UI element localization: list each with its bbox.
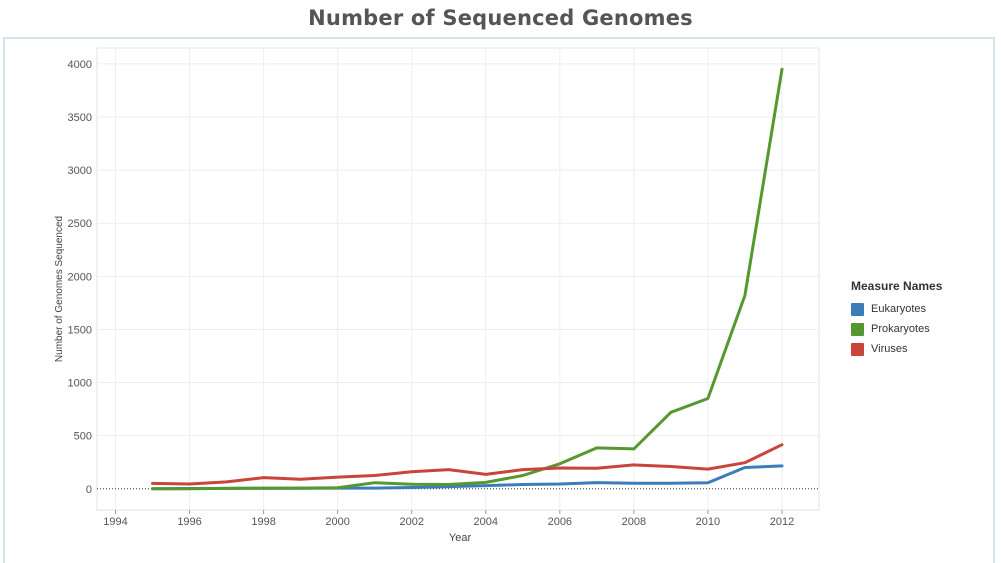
y-tick-label: 2000 xyxy=(68,271,92,283)
x-tick-label: 1998 xyxy=(251,516,275,528)
y-tick-label: 1500 xyxy=(68,324,92,336)
y-tick-label: 1000 xyxy=(68,378,92,390)
legend-item-viruses[interactable]: Viruses xyxy=(851,339,991,359)
series-line-prokaryotes xyxy=(151,67,784,491)
y-tick-label: 3000 xyxy=(68,165,92,177)
legend-label: Eukaryotes xyxy=(871,303,927,315)
x-tick-label: 2000 xyxy=(325,516,349,528)
legend-item-eukaryotes[interactable]: Eukaryotes xyxy=(851,299,991,319)
y-tick-label: 4000 xyxy=(68,59,92,71)
x-tick-label: 2010 xyxy=(696,516,720,528)
x-tick-label: 1996 xyxy=(177,516,201,528)
legend-swatch xyxy=(851,342,864,356)
x-tick-label: 2006 xyxy=(548,516,572,528)
x-tick-label: 2008 xyxy=(622,516,646,528)
plot-area xyxy=(96,47,820,511)
legend-swatch xyxy=(851,302,864,316)
legend-label: Viruses xyxy=(871,343,908,355)
chart-title: Number of Sequenced Genomes xyxy=(308,6,693,30)
x-tick-label: 2004 xyxy=(474,516,498,528)
x-axis-title: Year xyxy=(449,532,472,544)
chart-panel xyxy=(3,37,995,563)
y-tick-label: 2500 xyxy=(68,218,92,230)
y-tick-label: 500 xyxy=(74,431,92,443)
x-tick-label: 1994 xyxy=(103,516,127,528)
legend: Measure Names Eukaryotes Prokaryotes Virus… xyxy=(851,279,991,359)
y-tick-label: 3500 xyxy=(68,112,92,124)
legend-swatch xyxy=(851,322,864,336)
series-line-viruses xyxy=(151,443,784,486)
y-axis-title: Number of Genomes Sequenced xyxy=(54,216,65,362)
legend-title: Measure Names xyxy=(851,279,943,293)
legend-label: Prokaryotes xyxy=(871,323,930,335)
x-tick-label: 2012 xyxy=(770,516,794,528)
y-tick-label: 0 xyxy=(86,484,92,496)
series-line-eukaryotes xyxy=(151,464,784,491)
legend-item-prokaryotes[interactable]: Prokaryotes xyxy=(851,319,991,339)
x-tick-label: 2002 xyxy=(399,516,423,528)
